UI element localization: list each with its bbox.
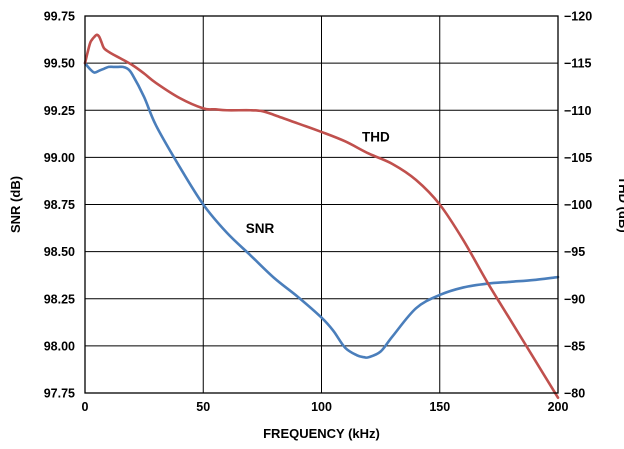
left-y-tick-label: 98.00 [44, 339, 75, 353]
right-y-tick-label: −120 [564, 10, 592, 24]
x-tick-label: 200 [548, 400, 569, 414]
snr-curve-label: SNR [246, 221, 275, 236]
right-y-tick-label: −115 [564, 57, 592, 71]
plot-curves [83, 33, 560, 400]
left-y-tick-label: 99.75 [44, 10, 75, 24]
left-y-tick-label: 99.25 [44, 104, 75, 118]
right-y-tick-label: −100 [564, 198, 592, 212]
axis-tick-labels: 0 50 100 150 200 97.75 98.00 98.25 98.50 98.75 99.… [44, 10, 592, 415]
curve-labels: SNR THD [246, 129, 390, 235]
left-y-tick-label: 98.75 [44, 198, 75, 212]
x-axis-title: FREQUENCY (kHz) [263, 426, 380, 441]
right-y-tick-label: −105 [564, 151, 592, 165]
left-y-tick-label: 98.25 [44, 292, 75, 306]
grid-lines [85, 16, 558, 393]
thd-series-line [83, 33, 560, 400]
thd-curve-label: THD [362, 129, 390, 144]
left-y-tick-label: 98.50 [44, 245, 75, 259]
x-tick-label: 0 [82, 400, 89, 414]
right-y-tick-label: −90 [564, 292, 585, 306]
left-y-axis-title: SNR (dB) [8, 176, 23, 233]
right-y-tick-label: −85 [564, 339, 585, 353]
x-tick-label: 100 [311, 400, 332, 414]
snr-series-line [83, 61, 560, 359]
left-y-tick-label: 99.50 [44, 57, 75, 71]
right-y-tick-label: −80 [564, 387, 585, 401]
left-y-tick-label: 97.75 [44, 387, 75, 401]
right-y-tick-label: −95 [564, 245, 585, 259]
left-y-tick-label: 99.00 [44, 151, 75, 165]
x-tick-label: 150 [429, 400, 450, 414]
x-tick-label: 50 [196, 400, 210, 414]
right-y-tick-label: −110 [564, 104, 592, 118]
plot-frame [84, 15, 559, 394]
right-y-axis-title: THD (dB) [616, 176, 624, 232]
